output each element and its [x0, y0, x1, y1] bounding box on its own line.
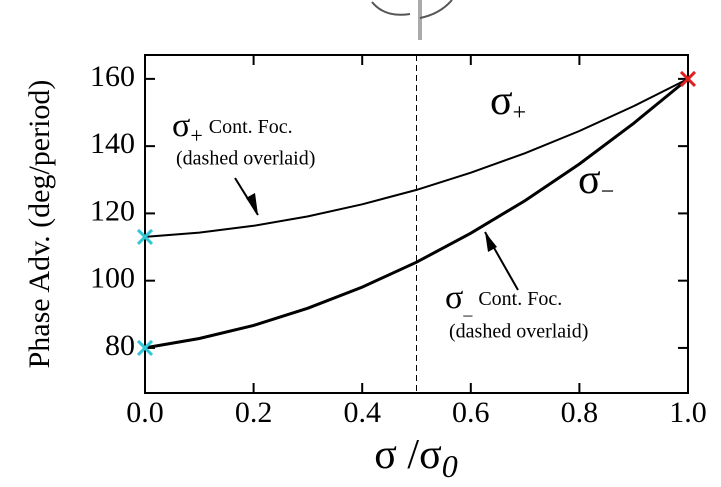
arrowhead: [485, 232, 497, 252]
annotation-text: Cont. Foc.: [478, 288, 562, 310]
annotation-sub: +: [190, 123, 202, 148]
y-axis-label: Phase Adv. (deg/period): [23, 80, 56, 369]
x-tick-label: 0.4: [343, 396, 381, 429]
series-line: [144, 78, 689, 238]
annotation-symbol: σ: [445, 279, 463, 316]
series-line: [144, 77, 689, 350]
annotation-note: (dashed overlaid): [176, 148, 315, 170]
marker-stroke: [136, 339, 154, 356]
y-tick-label: 120: [90, 194, 135, 227]
annotation-sub: _: [462, 298, 473, 318]
annotation-note: (dashed overlaid): [449, 321, 588, 343]
marker-stroke: [679, 70, 697, 87]
x-tick-label: 0.2: [235, 396, 273, 429]
annotation: σ+ Cont. Foc.: [172, 107, 293, 148]
top-icon: [371, 0, 453, 40]
point-marker: [679, 70, 697, 87]
y-tick-label: 80: [105, 329, 135, 362]
x-tick-label: 0.0: [126, 396, 164, 429]
annotation: σ+: [490, 78, 526, 126]
x-label-main: σ /σ: [374, 432, 441, 478]
y-tick-label: 140: [90, 127, 135, 160]
arrowhead: [246, 193, 258, 215]
point-marker: [136, 228, 154, 246]
annotation-symbol: σ: [490, 78, 513, 124]
x-axis-label: σ /σ0: [374, 432, 457, 485]
y-tick-label: 100: [90, 262, 135, 295]
annotation: σ_ Cont. Foc.: [445, 279, 562, 318]
marker-stroke: [136, 228, 154, 246]
annotation: σ−: [578, 157, 614, 205]
annotation-symbol: σ: [578, 157, 601, 203]
icon-arc: [371, 1, 411, 16]
icon-arc: [419, 0, 453, 19]
x-tick-label: 0.6: [452, 396, 490, 429]
annotation-text: Cont. Foc.: [209, 116, 293, 138]
x-tick-label: 0.8: [561, 396, 599, 429]
annotation-symbol: σ: [172, 107, 190, 144]
point-marker: [136, 339, 154, 356]
annotation-sub: +: [513, 100, 527, 126]
annotation-sub: −: [601, 179, 615, 205]
y-tick-label: 160: [90, 60, 135, 93]
x-label-sub: 0: [442, 448, 458, 484]
x-tick-label: 1.0: [669, 396, 707, 429]
